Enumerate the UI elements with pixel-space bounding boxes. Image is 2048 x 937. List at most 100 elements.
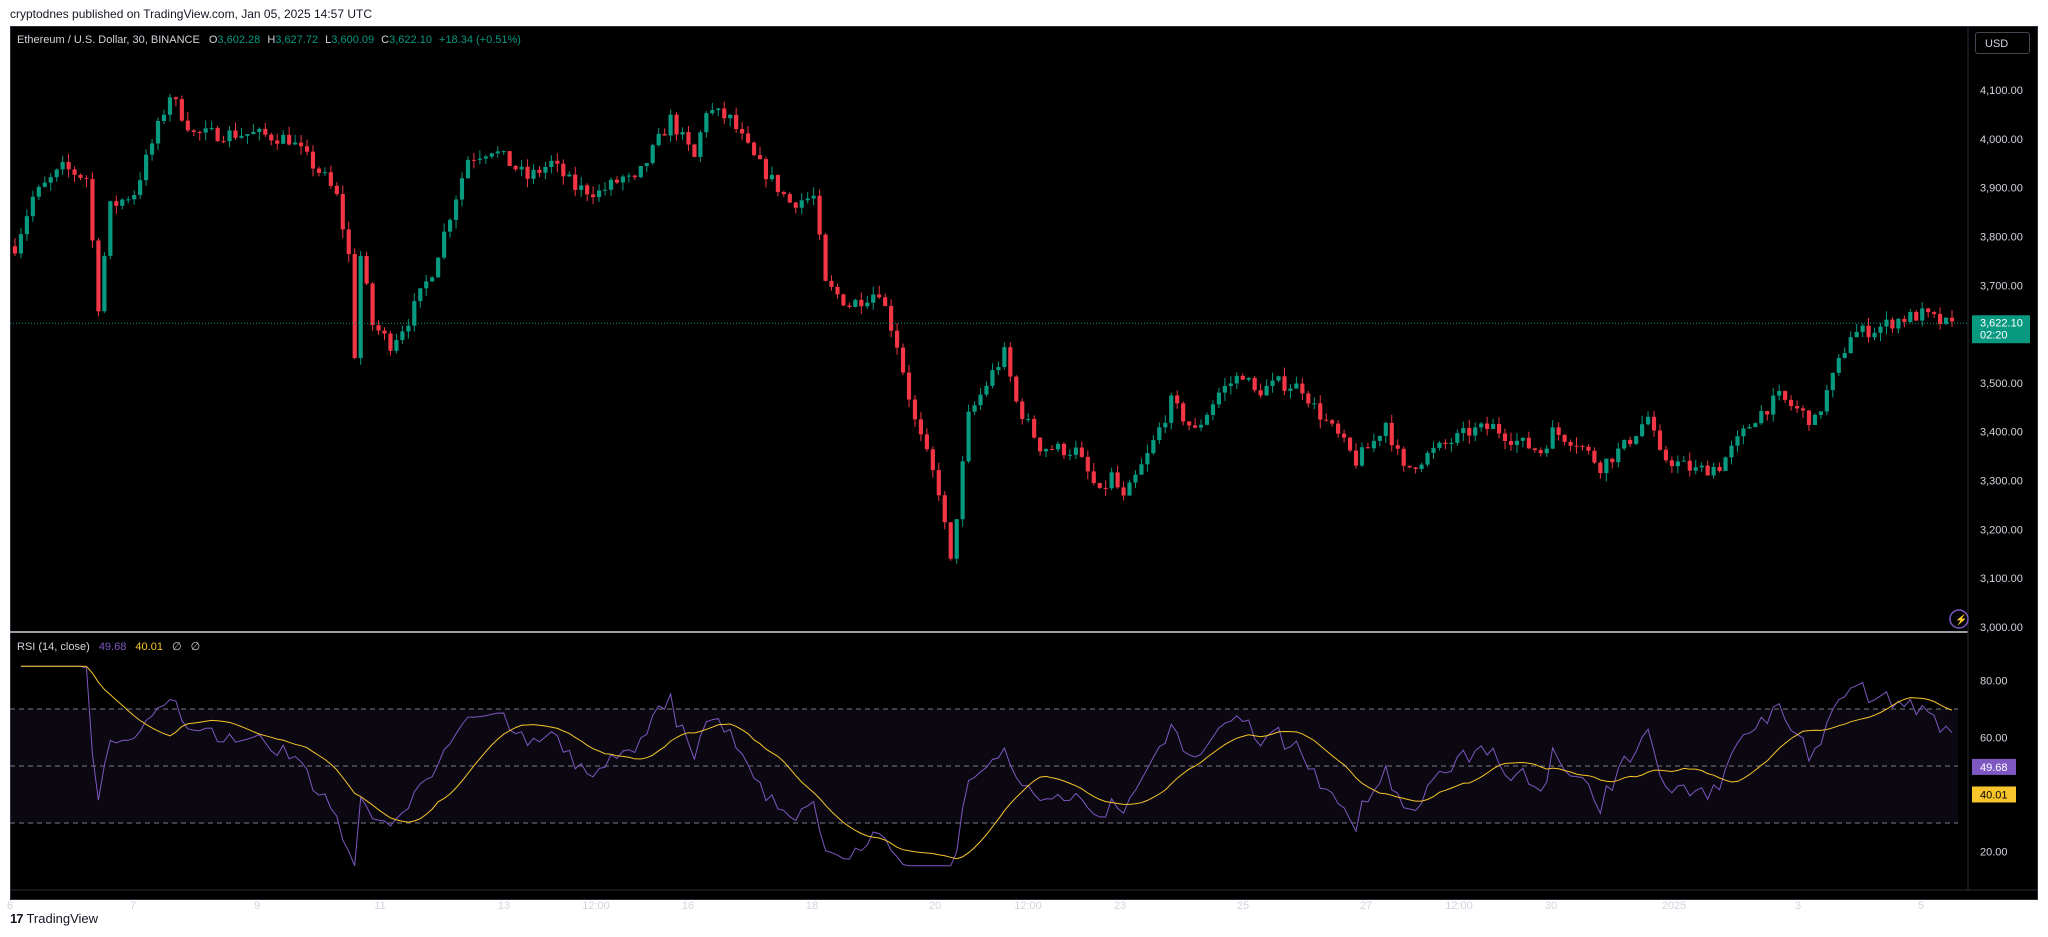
candle-body: [579, 185, 584, 190]
candle-body: [227, 130, 232, 142]
rsi-tick-label: 80.00: [1980, 676, 2008, 688]
time-tick-label: 12:00: [1445, 900, 1473, 912]
candle-body: [1419, 464, 1424, 469]
candle-body: [573, 174, 578, 190]
candle-body: [1133, 474, 1138, 483]
candle-body: [167, 97, 173, 115]
candle-body: [1038, 437, 1043, 452]
candle-body: [1181, 403, 1186, 422]
candle-body: [1800, 408, 1806, 411]
candle-body: [984, 385, 989, 395]
candle-body: [1061, 443, 1067, 456]
footer-brand[interactable]: 17 TradingView: [10, 911, 98, 926]
candle-body: [442, 231, 447, 258]
symbol-legend[interactable]: Ethereum / U.S. Dollar, 30, BINANCE O3,6…: [17, 34, 521, 46]
price-tick-label: 3,000.00: [1980, 622, 2023, 634]
candle-body: [287, 134, 292, 145]
price-tick-label: 3,400.00: [1980, 427, 2023, 439]
candle-body: [894, 330, 900, 348]
candle-body: [1699, 465, 1704, 468]
change-value: +18.34 (+0.51%): [439, 34, 521, 46]
countdown-label: 02:20: [1980, 329, 2008, 341]
candle-body: [144, 154, 149, 181]
high-label: H: [267, 34, 276, 46]
candle-body: [1717, 466, 1722, 471]
candle-body: [1836, 357, 1841, 373]
candle-body: [1693, 467, 1698, 471]
candle-body: [316, 168, 322, 173]
candle-body: [710, 110, 715, 114]
candle-body: [889, 305, 894, 331]
currency-selector[interactable]: USD: [1975, 32, 2030, 54]
candle-body: [1651, 416, 1657, 431]
candle-body: [358, 256, 363, 359]
candle-body: [585, 185, 590, 195]
candle-body: [924, 434, 929, 450]
candle-body: [1735, 436, 1740, 446]
candle-body: [1628, 439, 1633, 444]
candle-body: [596, 190, 602, 198]
time-tick-label: 6: [7, 900, 13, 912]
candle-body: [1228, 383, 1233, 386]
candle-body: [1169, 395, 1174, 423]
last-price-label: 3,622.10: [1980, 317, 2023, 329]
candle-body: [1824, 390, 1829, 412]
candle-body: [1586, 446, 1591, 451]
candle-body: [1294, 383, 1299, 389]
candle-body: [847, 305, 852, 307]
candle-body: [805, 198, 810, 201]
rsi-extra-1: ∅: [172, 641, 182, 653]
candle-body: [644, 163, 649, 167]
rsi-value-badge: [1972, 758, 2016, 775]
candle-body: [1258, 390, 1263, 396]
candle-body: [906, 372, 912, 400]
candle-body: [1538, 450, 1543, 454]
candle-body: [662, 133, 667, 136]
candle-body: [1121, 487, 1126, 496]
candle-body: [245, 134, 250, 136]
price-tick-label: 3,200.00: [1980, 524, 2023, 536]
candle-body: [1389, 422, 1394, 446]
candle-body: [531, 169, 536, 179]
candle-body: [1234, 375, 1239, 384]
time-tick-label: 12:00: [1014, 900, 1042, 912]
rsi-ma-badge-text: 40.01: [1980, 789, 2008, 801]
candle-body: [72, 169, 77, 175]
candle-body: [447, 219, 453, 232]
candle-body: [614, 179, 620, 183]
candle-body: [1085, 456, 1090, 472]
candle-body: [900, 347, 906, 373]
candle-body: [1568, 441, 1573, 446]
rsi-value: 49.68: [98, 641, 127, 653]
candle-body: [1872, 332, 1877, 338]
candle-body: [96, 240, 101, 312]
candle-body: [1139, 464, 1144, 475]
rsi-legend[interactable]: RSI (14, close) 49.68 40.01 ∅ ∅: [17, 640, 200, 653]
candle-body: [716, 108, 721, 111]
candle-body: [1437, 442, 1442, 449]
candle-body: [1407, 465, 1412, 468]
candle-body: [549, 160, 554, 167]
candle-body: [388, 333, 393, 351]
chart-frame[interactable]: [10, 26, 2038, 900]
candle-body: [1246, 377, 1251, 380]
candle-body: [149, 143, 155, 155]
candle-body: [817, 195, 822, 235]
last-price-label-bg: [1972, 315, 2030, 344]
candle-body: [293, 142, 298, 145]
candle-body: [334, 185, 339, 195]
candle-body: [1187, 421, 1192, 426]
candle-body: [60, 161, 65, 170]
candle-body: [1222, 385, 1227, 393]
candle-body: [626, 175, 631, 177]
candle-body: [191, 130, 196, 132]
candle-body: [1812, 414, 1818, 426]
candle-body: [1908, 312, 1913, 323]
candle-body: [1032, 418, 1037, 438]
candle-body: [728, 114, 733, 119]
candle-body: [1270, 380, 1275, 386]
candle-body: [1783, 391, 1788, 400]
candle-body: [1216, 392, 1222, 405]
low-value: 3,600.09: [331, 34, 375, 46]
